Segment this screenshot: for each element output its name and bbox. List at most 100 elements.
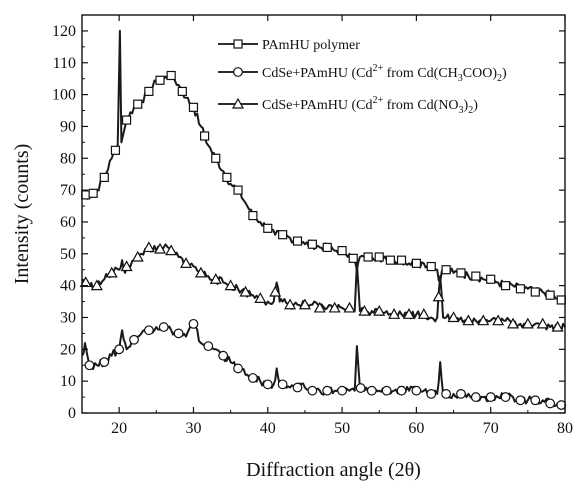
y-tick-label: 40	[60, 278, 76, 295]
y-tick-label: 120	[52, 23, 76, 40]
data-point-square	[133, 99, 143, 109]
series-layer	[79, 29, 567, 410]
data-point-triangle	[462, 314, 475, 326]
data-point-square	[177, 86, 187, 97]
data-point-triangle	[90, 279, 103, 291]
data-point-square	[530, 287, 540, 297]
data-point-triangle	[269, 285, 282, 297]
data-point-triangle	[298, 298, 311, 310]
x-tick-label: 30	[185, 420, 201, 437]
data-point-square	[200, 131, 210, 141]
data-point-triangle	[105, 266, 118, 278]
data-point-square	[211, 153, 221, 163]
data-point-triangle	[209, 273, 222, 284]
y-tick-label: 30	[60, 309, 76, 326]
data-point-square	[515, 284, 526, 294]
data-point-square	[337, 246, 347, 256]
legend-entry: CdSe+PAmHU (Cd2+ from Cd(CH3COO)2)	[218, 63, 507, 84]
data-point-triangle	[447, 311, 460, 323]
data-point-triangle	[180, 257, 193, 268]
data-point-triangle	[154, 242, 167, 254]
data-point-circle	[337, 385, 347, 396]
data-point-circle	[355, 383, 366, 393]
data-point-circle	[470, 392, 481, 402]
data-point-circle	[411, 385, 422, 396]
data-point-circle	[396, 385, 407, 396]
data-point-square	[556, 295, 566, 305]
x-tick-label: 70	[483, 420, 499, 437]
data-point-square	[545, 290, 555, 300]
data-point-square	[81, 190, 91, 200]
y-tick-label: 110	[53, 55, 76, 72]
data-point-triangle	[328, 301, 341, 313]
data-point-circle	[485, 392, 496, 402]
data-point-triangle	[284, 298, 297, 310]
data-point-square	[110, 145, 121, 155]
data-point-square	[385, 255, 395, 265]
data-point-square	[500, 281, 511, 291]
legend-marker-circle	[233, 67, 243, 77]
x-tick-label: 80	[557, 420, 573, 437]
legend-label-mid: from Cd(NO	[383, 98, 458, 113]
data-point-triangle	[388, 308, 401, 319]
legend-marker-triangle	[231, 97, 245, 109]
data-point-triangle	[165, 244, 178, 256]
legend-entry: PAmHU polymer	[218, 38, 360, 53]
data-point-circle	[233, 363, 243, 374]
data-point-triangle	[194, 266, 207, 278]
data-point-circle	[173, 328, 184, 339]
data-point-circle	[530, 395, 541, 406]
data-point-square	[155, 75, 165, 85]
data-point-triangle	[417, 308, 430, 319]
data-point-triangle	[536, 317, 549, 329]
y-tick-label: 70	[60, 182, 76, 199]
data-point-square	[99, 172, 109, 182]
data-point-square	[411, 258, 421, 268]
x-axis-title: Diffraction angle (2θ)	[246, 459, 421, 481]
legend-label-mid2: )	[464, 98, 469, 113]
data-point-square	[278, 230, 288, 240]
y-tick-label: 60	[60, 214, 76, 231]
data-point-square	[233, 185, 243, 195]
series-square	[81, 29, 566, 305]
data-point-triangle	[343, 301, 356, 313]
series-triangle	[79, 241, 566, 332]
legend-label-sup: 2+	[372, 95, 383, 106]
legend-label-sub1: 3	[459, 105, 464, 116]
legend-label-sub2: 2	[497, 73, 502, 84]
data-point-square	[166, 70, 176, 81]
data-point-triangle	[254, 292, 267, 303]
data-point-triangle	[142, 241, 155, 253]
data-point-circle	[262, 379, 273, 390]
data-point-triangle	[239, 285, 252, 297]
data-point-square	[263, 223, 273, 233]
series-line-triangle	[81, 243, 566, 332]
data-point-triangle	[551, 320, 564, 332]
data-point-square	[396, 255, 407, 265]
legend-label-post: )	[502, 66, 507, 81]
data-point-square	[188, 102, 199, 112]
series-circle	[81, 318, 567, 410]
data-point-square	[121, 115, 132, 125]
y-tick-label: 100	[52, 87, 76, 104]
legend-label-pre: PAmHU polymer	[262, 38, 360, 53]
data-point-triangle	[506, 317, 520, 329]
data-point-square	[322, 242, 332, 253]
data-point-circle	[218, 350, 229, 361]
data-point-triangle	[313, 301, 326, 313]
data-point-square	[144, 86, 154, 97]
data-point-square	[471, 271, 481, 281]
data-point-circle	[203, 341, 214, 352]
data-point-triangle	[358, 304, 371, 316]
data-point-circle	[99, 357, 110, 367]
data-point-circle	[307, 385, 318, 396]
data-point-circle	[248, 373, 258, 383]
data-point-triangle	[477, 314, 490, 326]
data-point-square	[88, 188, 98, 198]
data-point-circle	[500, 392, 511, 402]
data-point-circle	[515, 395, 526, 406]
legend-label-sub1: 3	[458, 73, 463, 84]
data-point-circle	[114, 344, 125, 355]
legend-label-sup: 2+	[372, 63, 383, 74]
